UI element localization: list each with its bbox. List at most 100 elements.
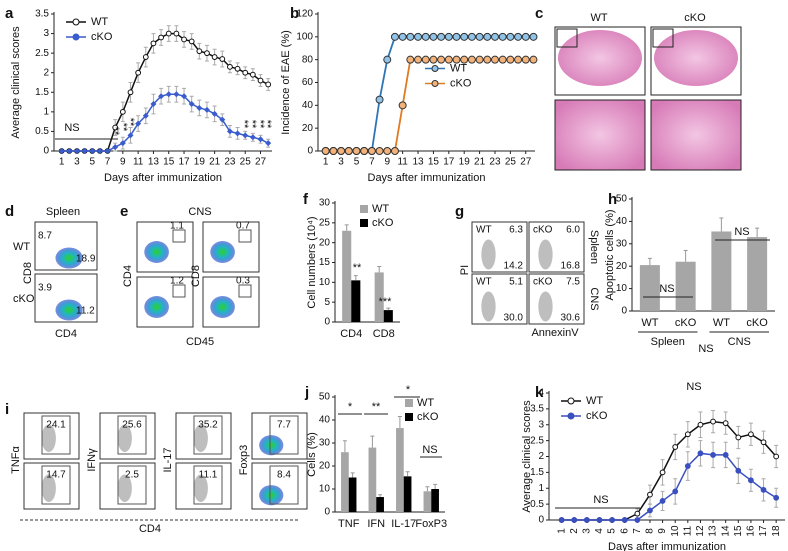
y-tick-label: 30: [319, 438, 331, 449]
point: [748, 477, 754, 484]
legend-swatch: [405, 399, 413, 407]
point: [697, 421, 704, 428]
point: [135, 120, 142, 127]
point: [710, 452, 716, 458]
y-tick-label: 40: [302, 100, 314, 111]
quadrant-value: 6.3: [509, 225, 523, 236]
annotation: NS: [734, 226, 749, 238]
series-line: [325, 35, 534, 152]
y-tick-label: 1.5: [35, 87, 49, 98]
point: [475, 55, 484, 64]
point: [165, 30, 172, 37]
annotation: **: [109, 127, 121, 136]
quadrant-value: 7.5: [566, 277, 580, 288]
y-tick-label: 2: [43, 67, 49, 78]
panel-label: e: [120, 203, 128, 220]
column-label: WT: [590, 12, 607, 24]
gate: [117, 465, 147, 505]
annotation: *: [348, 401, 353, 413]
bar: [396, 428, 404, 512]
legend-marker: [431, 80, 439, 87]
y-tick-label: 0: [324, 317, 330, 328]
annotation: **: [117, 123, 129, 132]
point: [96, 148, 103, 154]
x-tick-label: 5: [89, 157, 95, 168]
point: [383, 55, 392, 64]
point: [135, 69, 142, 76]
gate-value: 2.5: [125, 470, 139, 481]
quadrant-value: 6.0: [566, 225, 580, 236]
gate: [117, 415, 147, 455]
flow-plot: [528, 273, 585, 325]
point: [506, 55, 515, 64]
x-tick-label: 14: [720, 525, 731, 537]
point: [158, 93, 165, 100]
y-tick-label: 20: [319, 237, 331, 248]
x-tick-label: 9: [384, 157, 390, 168]
point: [773, 494, 780, 501]
y-tick-label: 1.5: [530, 467, 544, 478]
gate: [238, 284, 252, 298]
dot-cloud: [481, 291, 496, 322]
y-tick-label: 20: [302, 123, 314, 134]
y-tick-label: 20: [616, 261, 628, 272]
point: [414, 55, 423, 64]
plot-name: cKO: [533, 225, 553, 236]
gate-value: 1.2: [170, 276, 184, 287]
y-tick-label: 0.5: [35, 126, 49, 137]
x-tick-label: 15: [733, 525, 744, 537]
annotation: NS: [64, 122, 79, 134]
x-tick-label: 1: [59, 157, 65, 168]
series-line: [61, 93, 269, 152]
point: [127, 89, 134, 96]
point: [249, 134, 256, 141]
legend-label: cKO: [372, 217, 394, 229]
point: [150, 40, 157, 47]
x-tick-label: 23: [224, 157, 236, 168]
bar: [341, 452, 349, 512]
x-tick-label: 3: [582, 528, 593, 534]
bar: [374, 272, 384, 322]
plot-title: CNS: [188, 206, 211, 218]
point: [219, 116, 226, 123]
cell-cloud: [259, 435, 284, 456]
point: [257, 136, 264, 143]
legend-swatch: [360, 205, 368, 213]
axis-label: CD8: [190, 265, 202, 287]
point: [219, 56, 226, 62]
point: [406, 32, 415, 41]
point: [609, 517, 616, 523]
point: [452, 32, 461, 41]
point: [234, 130, 241, 137]
bar: [342, 230, 352, 322]
point: [467, 55, 476, 64]
gate-value: 11.1: [199, 470, 218, 481]
gate-value: 8.7: [38, 231, 52, 242]
error-bar: [755, 227, 760, 238]
point: [498, 32, 507, 41]
bar: [368, 447, 377, 512]
plot-name: WT: [476, 277, 492, 288]
y-tick-label: 0.5: [530, 499, 544, 510]
axis-label: IL-17: [162, 447, 174, 472]
tissue: [558, 30, 642, 86]
bar: [383, 310, 393, 322]
point: [66, 148, 73, 154]
point: [571, 517, 578, 523]
point: [127, 132, 134, 139]
point: [697, 450, 704, 457]
x-axis-title: Days after immunization: [368, 172, 486, 184]
dot-cloud: [41, 474, 56, 503]
row-label: cKO: [13, 293, 35, 305]
x-tick-label: 25: [505, 157, 517, 168]
gate: [172, 229, 186, 243]
x-tick-label: 17: [758, 525, 769, 537]
bar: [351, 280, 361, 322]
x-tick-label: 17: [178, 157, 190, 168]
y-axis-title: Apoptotic cells (%): [604, 209, 616, 300]
point: [329, 147, 338, 155]
point: [227, 63, 233, 70]
point: [773, 453, 780, 460]
